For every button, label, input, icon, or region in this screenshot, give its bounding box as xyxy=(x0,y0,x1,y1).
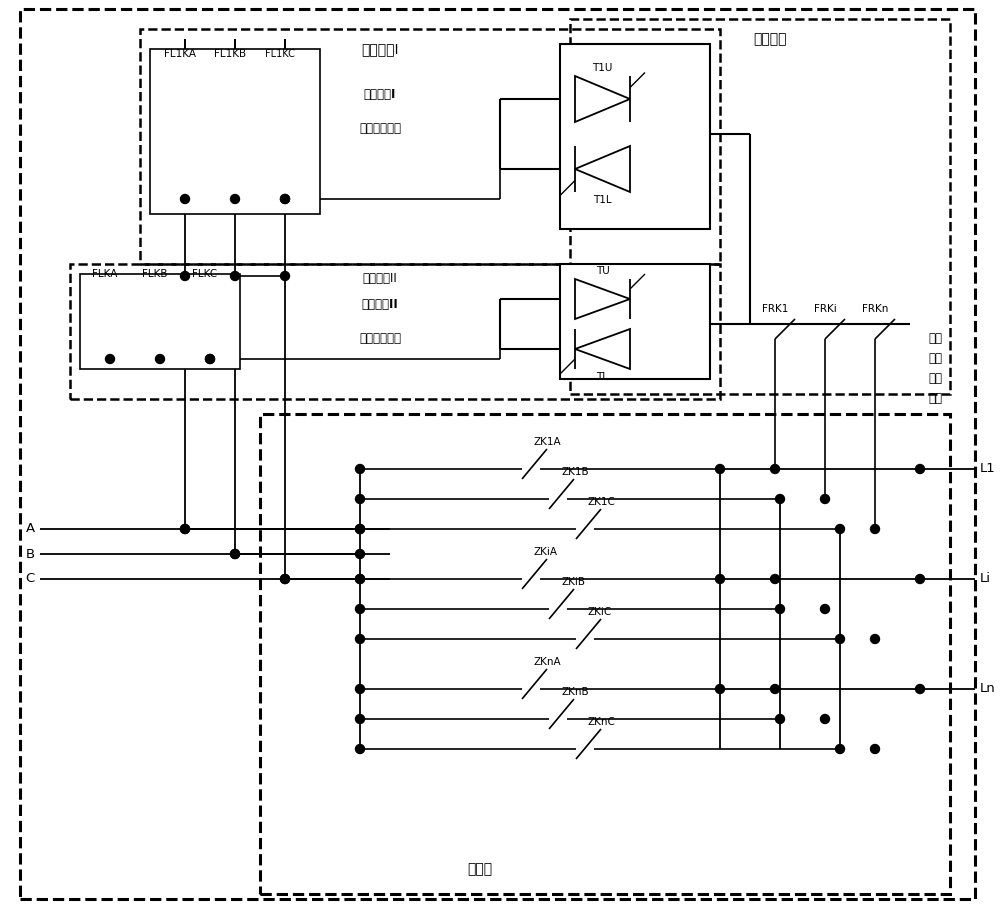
Circle shape xyxy=(180,271,190,281)
Text: ZKiA: ZKiA xyxy=(534,547,558,557)
Circle shape xyxy=(776,494,784,504)
Circle shape xyxy=(776,715,784,724)
Text: 相序选择开关: 相序选择开关 xyxy=(359,122,401,135)
Text: T1L: T1L xyxy=(593,195,612,205)
Circle shape xyxy=(280,575,290,583)
Circle shape xyxy=(770,464,780,473)
Text: FLKA: FLKA xyxy=(92,269,118,279)
Circle shape xyxy=(280,271,290,281)
Text: ZKnA: ZKnA xyxy=(534,657,562,667)
Circle shape xyxy=(356,745,364,753)
Circle shape xyxy=(230,549,240,558)
Circle shape xyxy=(356,525,364,534)
Text: 阵列: 阵列 xyxy=(928,392,942,406)
Bar xyxy=(560,44,710,229)
Text: 过渡回路II: 过渡回路II xyxy=(362,297,398,311)
Circle shape xyxy=(356,525,364,534)
Text: Li: Li xyxy=(980,572,991,586)
Text: TU: TU xyxy=(596,266,609,276)
Circle shape xyxy=(356,604,364,613)
Circle shape xyxy=(356,685,364,694)
Circle shape xyxy=(356,715,364,724)
Circle shape xyxy=(820,494,830,504)
Text: FL1KB: FL1KB xyxy=(214,49,246,59)
Text: FRKi: FRKi xyxy=(814,304,836,314)
Circle shape xyxy=(836,525,844,534)
Text: TL: TL xyxy=(596,372,608,382)
Circle shape xyxy=(870,525,880,534)
Circle shape xyxy=(356,575,364,583)
Text: ZKnB: ZKnB xyxy=(561,687,589,697)
Bar xyxy=(560,264,710,379)
Text: FL1KA: FL1KA xyxy=(164,49,196,59)
Text: ZK1A: ZK1A xyxy=(534,437,562,447)
Circle shape xyxy=(870,745,880,753)
Circle shape xyxy=(770,685,780,694)
Text: FLKC: FLKC xyxy=(192,269,218,279)
Circle shape xyxy=(180,195,190,204)
Bar xyxy=(140,29,720,264)
Text: ZKiB: ZKiB xyxy=(561,577,585,587)
Bar xyxy=(70,264,720,399)
Circle shape xyxy=(180,525,190,534)
Text: ZKiC: ZKiC xyxy=(588,607,612,617)
Circle shape xyxy=(870,634,880,643)
Text: 过渡回路I: 过渡回路I xyxy=(361,42,399,56)
Text: T1U: T1U xyxy=(592,63,613,73)
Circle shape xyxy=(836,745,844,753)
Text: B: B xyxy=(26,547,35,560)
Circle shape xyxy=(206,355,214,364)
Circle shape xyxy=(776,604,784,613)
Bar xyxy=(260,414,950,894)
Text: L1: L1 xyxy=(980,462,996,475)
Circle shape xyxy=(180,525,190,534)
Circle shape xyxy=(356,464,364,473)
Bar xyxy=(570,19,950,394)
Text: 负荷: 负荷 xyxy=(928,333,942,345)
Circle shape xyxy=(356,549,364,558)
Text: 过渡回路I: 过渡回路I xyxy=(364,88,396,101)
Circle shape xyxy=(916,685,924,694)
Text: FRKn: FRKn xyxy=(862,304,888,314)
Text: 选择: 选择 xyxy=(928,353,942,366)
Text: 主回路: 主回路 xyxy=(467,862,493,876)
Text: C: C xyxy=(26,572,35,586)
Circle shape xyxy=(156,355,164,364)
Circle shape xyxy=(106,355,114,364)
Circle shape xyxy=(280,195,290,204)
Circle shape xyxy=(716,464,724,473)
Text: ZK1C: ZK1C xyxy=(588,497,616,507)
Text: ZKnC: ZKnC xyxy=(588,717,616,727)
Text: FLKB: FLKB xyxy=(142,269,168,279)
Circle shape xyxy=(716,575,724,583)
Text: 过渡回路: 过渡回路 xyxy=(753,32,787,46)
Circle shape xyxy=(230,549,240,558)
Bar xyxy=(80,274,240,369)
Circle shape xyxy=(356,575,364,583)
Text: 相序选择开关: 相序选择开关 xyxy=(359,333,401,345)
Text: 开关: 开关 xyxy=(928,373,942,386)
Circle shape xyxy=(206,355,214,364)
Text: FL1KC: FL1KC xyxy=(265,49,295,59)
Text: FRK1: FRK1 xyxy=(762,304,788,314)
Circle shape xyxy=(230,271,240,281)
Circle shape xyxy=(916,464,924,473)
Circle shape xyxy=(280,575,290,583)
Text: 过渡回路II: 过渡回路II xyxy=(363,272,397,285)
Circle shape xyxy=(230,195,240,204)
Circle shape xyxy=(356,634,364,643)
Text: Ln: Ln xyxy=(980,683,996,696)
Circle shape xyxy=(916,575,924,583)
Circle shape xyxy=(716,685,724,694)
Circle shape xyxy=(356,494,364,504)
Circle shape xyxy=(280,195,290,204)
Circle shape xyxy=(770,575,780,583)
Circle shape xyxy=(820,715,830,724)
Circle shape xyxy=(820,604,830,613)
Bar xyxy=(150,49,320,214)
Text: A: A xyxy=(26,523,35,536)
Circle shape xyxy=(836,634,844,643)
Text: ZK1B: ZK1B xyxy=(561,467,589,477)
